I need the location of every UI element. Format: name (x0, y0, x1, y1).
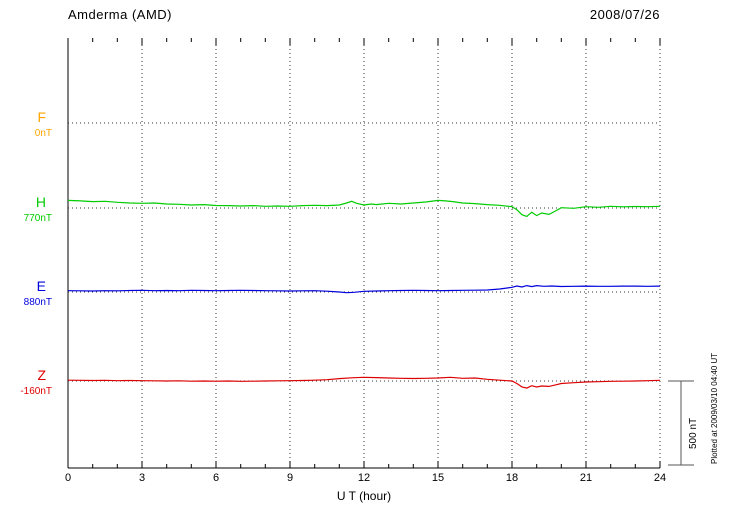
channel-baseline-label-E: 880nT (24, 297, 52, 308)
plotted-at-note: Plotted at 2009/03/10 04:40 UT (710, 352, 719, 464)
trace-E (67, 284, 661, 294)
channel-label-Z: Z (37, 367, 46, 383)
trace-Z (67, 376, 661, 389)
channel-baseline-label-F: 0nT (35, 128, 52, 139)
channel-label-F: F (37, 109, 46, 125)
channel-label-H: H (36, 194, 46, 210)
scale-bar-label: 500 nT (688, 417, 699, 449)
plot-date: 2008/07/26 (589, 7, 660, 22)
trace-H (67, 199, 661, 218)
channel-label-E: E (37, 278, 46, 294)
station-title: Amderma (AMD) (68, 7, 173, 22)
x-axis-label: U T (hour) (336, 489, 392, 503)
channel-baseline-label-H: 770nT (24, 213, 52, 224)
channel-baseline-label-Z: -160nT (20, 386, 52, 397)
